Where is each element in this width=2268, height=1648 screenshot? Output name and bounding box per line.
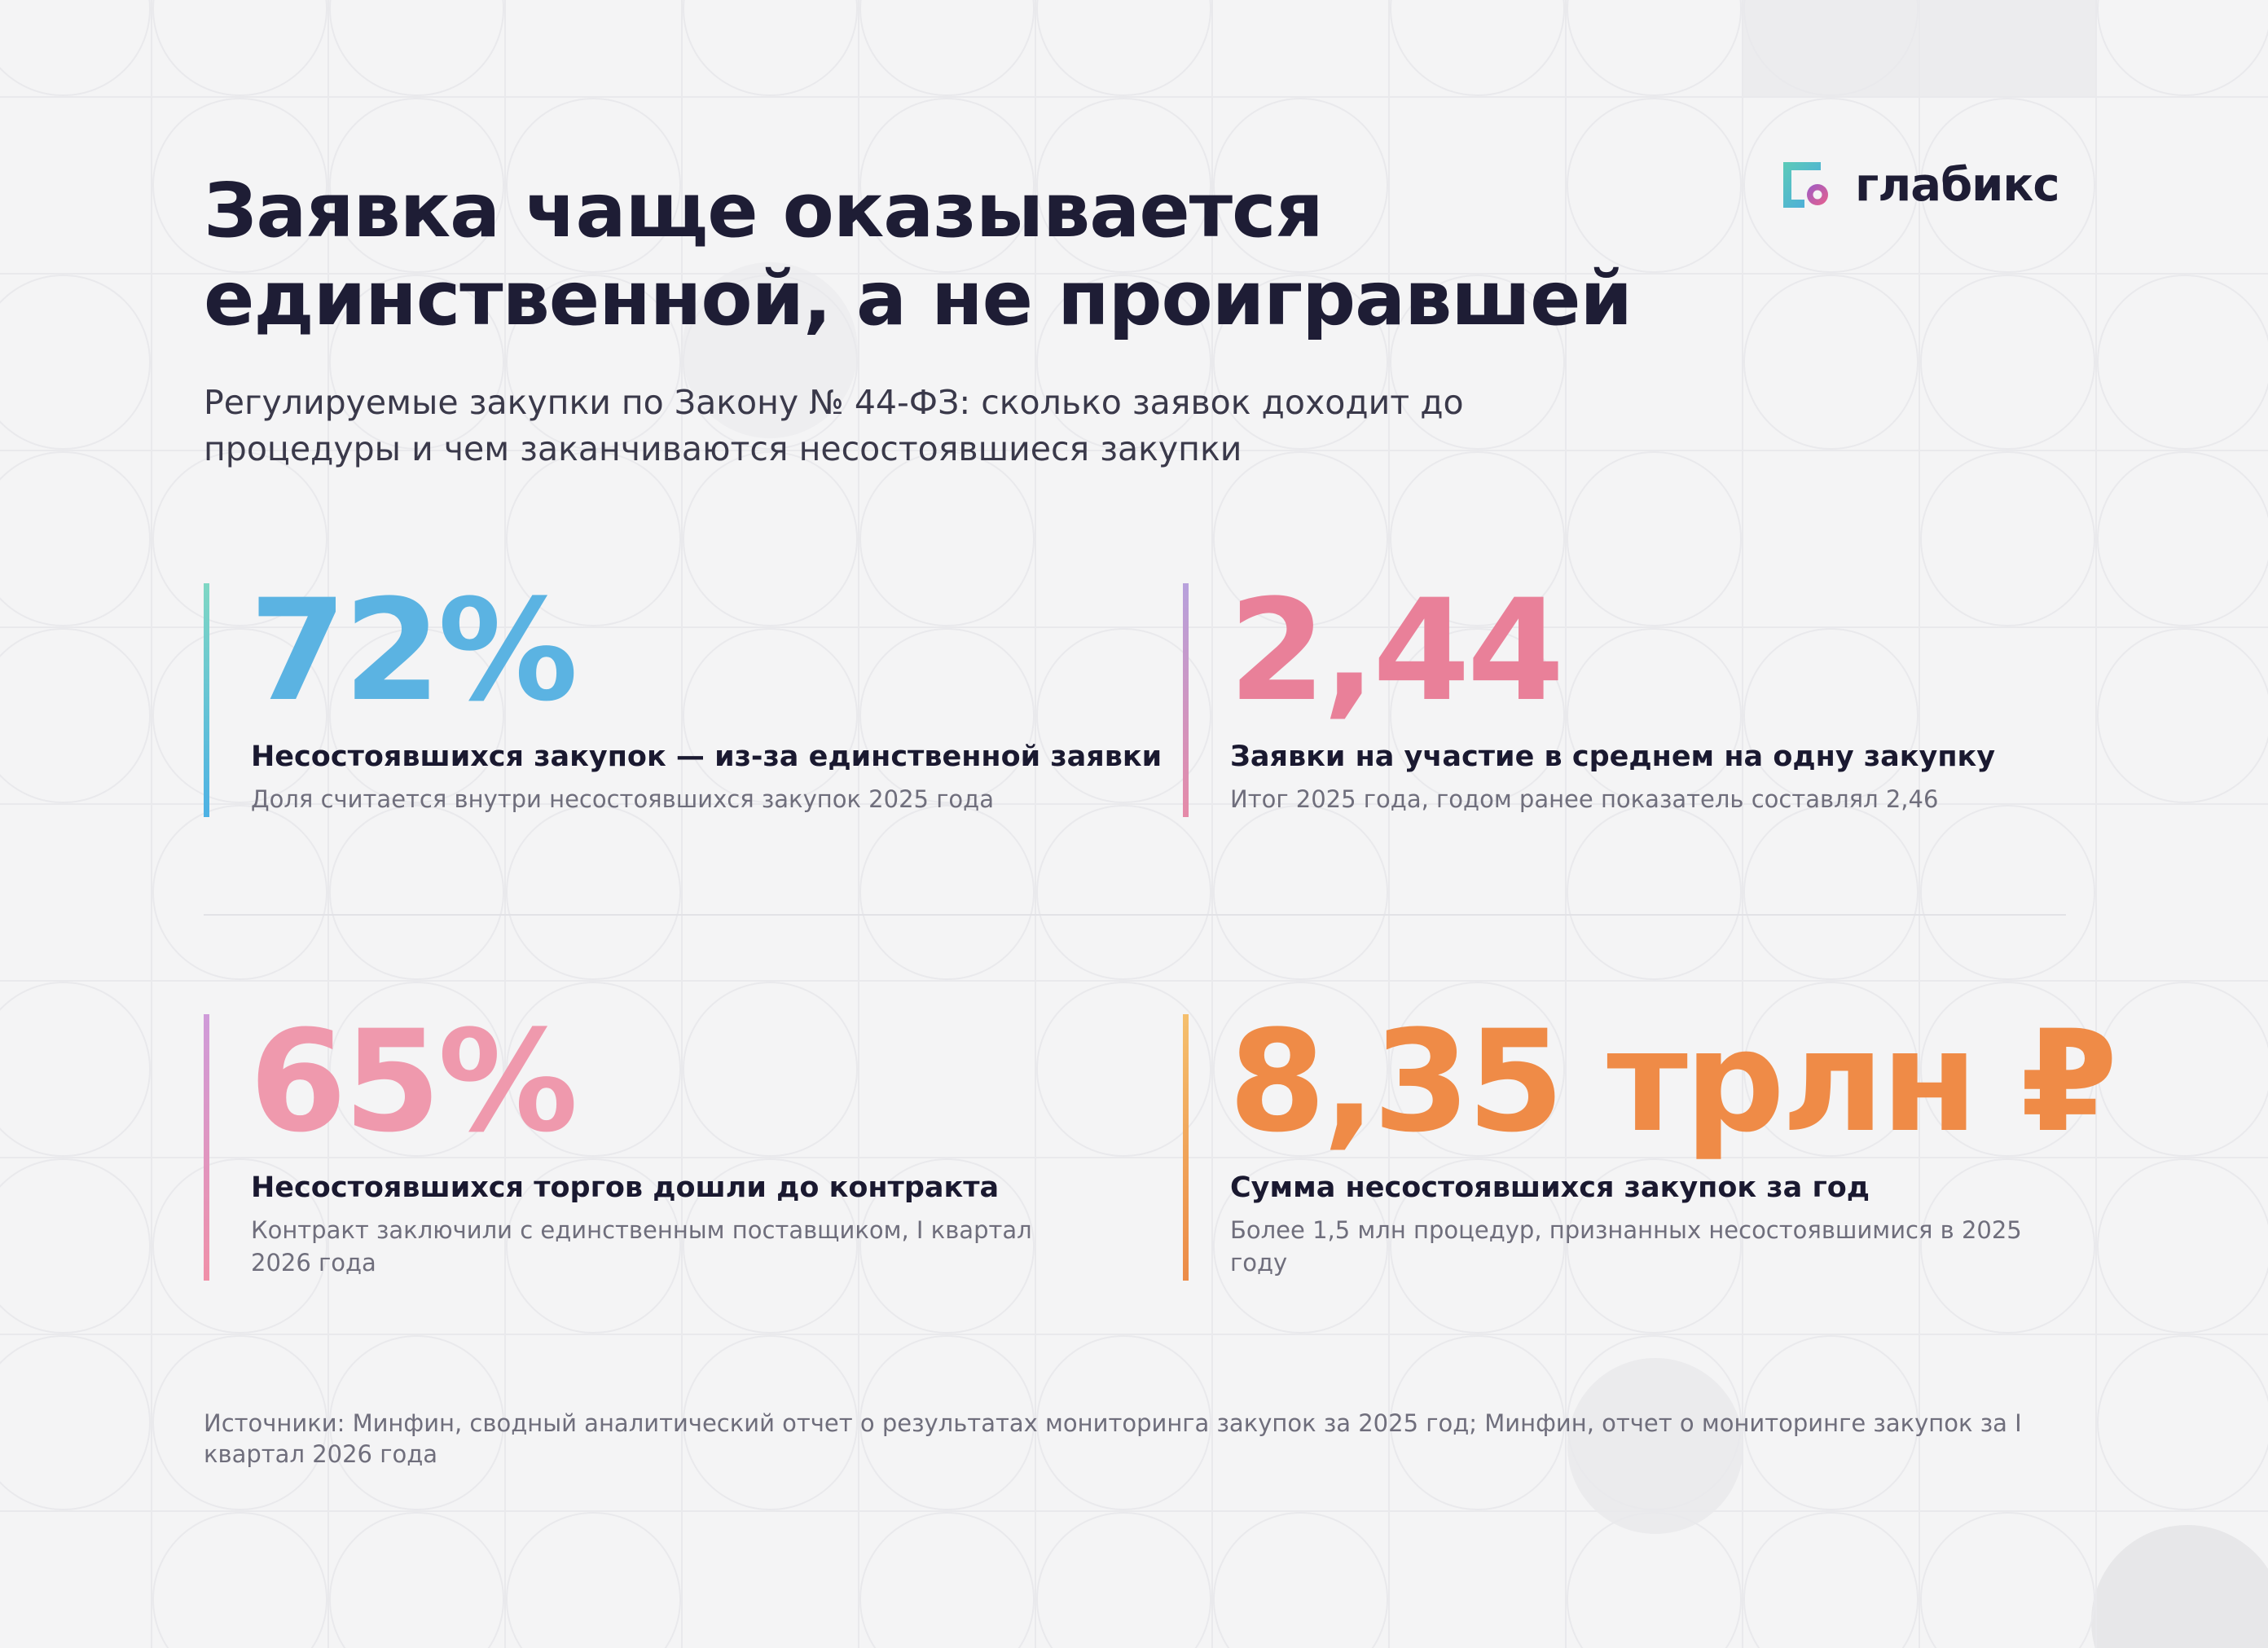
brand-logo[interactable]: глабикс	[1780, 158, 2060, 212]
page-title-line-2: единственной, а не проигравшей	[204, 255, 1633, 342]
brand-name: глабикс	[1855, 158, 2060, 212]
page-subtitle: Регулируемые закупки по Закону № 44-ФЗ: …	[204, 380, 1589, 472]
glabiks-logo-icon	[1783, 162, 1828, 208]
stat-label: Несостоявшихся закупок — из-за единствен…	[251, 741, 1163, 773]
section-divider	[204, 914, 2066, 916]
stat-note: Контракт заключили с единственным постав…	[251, 1216, 1032, 1277]
stat-note: Итог 2025 года, годом ранее показатель с…	[1230, 785, 1939, 813]
stat-note: Более 1,5 млн процедур, признанных несос…	[1230, 1216, 2022, 1277]
stat-value: 72%	[249, 569, 578, 732]
page-subtitle-line-1: Регулируемые закупки по Закону № 44-ФЗ: …	[204, 383, 1464, 422]
stat-accent-bar	[1183, 583, 1189, 817]
stat-label: Сумма несостоявшихся закупок за год	[1230, 1171, 1870, 1204]
stat-value: 2,44	[1228, 569, 1564, 732]
stat-label: Несостоявшихся торгов дошли до контракта	[251, 1171, 1000, 1204]
page-title: Заявка чаще оказывается единственной, а …	[204, 167, 1752, 343]
stat-label: Заявки на участие в среднем на одну заку…	[1230, 741, 1996, 773]
page-title-line-1: Заявка чаще оказывается	[204, 167, 1324, 254]
sources-footnote: Источники: Минфин, сводный аналитический…	[204, 1409, 2022, 1468]
stat-value: 65%	[249, 1000, 578, 1163]
stat-accent-bar	[204, 583, 209, 817]
stat-accent-bar	[1183, 1014, 1189, 1281]
stat-note: Доля считается внутри несостоявшихся зак…	[251, 785, 994, 813]
stat-accent-bar	[204, 1014, 209, 1281]
page-subtitle-line-2: процедуры и чем заканчиваются несостоявш…	[204, 429, 1242, 468]
stat-value: 8,35 трлн ₽	[1228, 1000, 2117, 1163]
